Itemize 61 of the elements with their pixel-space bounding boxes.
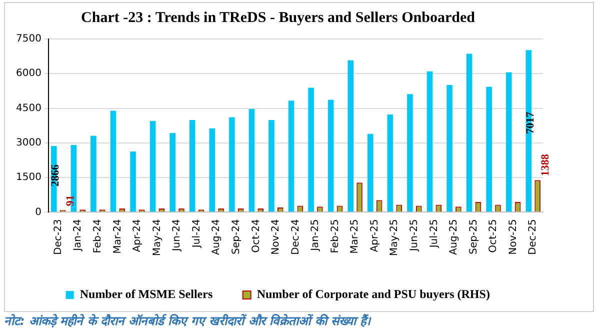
x-tick-label: Sep-24 [230,219,242,254]
x-tick-label: Nov-25 [508,219,519,255]
y-tick-label: 4500 [16,102,42,114]
legend-label: Number of MSME Sellers [80,287,213,302]
bar [150,120,156,212]
text: नोट: आंकड़े महीने के दौरान ऑनबोर्ड किए गए खरीदारों और विक्रेताओं की संख्या हैं। [4,313,372,329]
data-label: 1388 [539,154,552,176]
data-label: 2866 [50,164,62,187]
bar [229,117,235,212]
data-label: 7017 [524,111,536,134]
bar [110,110,116,212]
y-tick-label: 0 [35,206,42,218]
x-tick-label: Aug-25 [448,219,460,256]
bar [446,84,452,212]
x-tick-label: Oct-25 [488,219,500,253]
bar [486,86,492,212]
x-tick-label: Apr-25 [369,219,380,252]
bar [130,151,136,212]
bar [170,132,176,212]
x-tick-label: Dec-24 [290,219,302,255]
x-tick-label: Aug-24 [211,219,222,256]
bar [407,94,413,212]
x-tick-label: Apr-24 [132,219,144,252]
legend-label: Number of Corporate and PSU buyers (RHS) [256,287,490,302]
x-tick-label: May-24 [152,219,163,256]
x-tick-label: Mar-24 [112,219,124,254]
chart-title: Chart -23 : Trends in TReDS - Buyers and Sellers Onboarded [81,10,476,26]
x-tick-label: Feb-24 [92,219,104,254]
bar [466,54,472,212]
bar [348,60,354,212]
x-tick-label: May-25 [389,219,400,256]
bar [90,136,96,212]
x-tick-label: Jun-25 [409,219,420,252]
y-tick-label: 1500 [16,172,42,184]
x-tick-label: Dec-25 [528,219,539,255]
bar [387,114,394,212]
x-tick-label: Jan-24 [72,219,84,252]
x-tick-label: Dec-23 [52,219,64,255]
x-tick-label: Jul-24 [191,219,202,249]
bar [248,108,255,212]
data-label: 91 [64,195,77,206]
bar [308,88,314,212]
bar [288,100,294,212]
bar [268,120,274,212]
bar [506,72,512,212]
x-tick-label: Feb-25 [330,219,341,254]
x-tick-label: Jan-25 [310,219,322,252]
bar [426,71,433,212]
x-tick-label: Jul-25 [428,219,440,249]
x-tick-label: Jun-24 [172,219,183,252]
bar [189,120,196,212]
x-tick-label: Sep-25 [468,219,480,254]
x-tick-label: Oct-24 [250,219,262,253]
bar [209,128,216,212]
y-tick-label: 3000 [16,137,42,148]
bar [368,134,374,212]
y-tick-label: 7500 [16,34,42,45]
x-tick-label: Nov-24 [270,219,282,255]
x-tick-label: Mar-25 [350,219,361,254]
bar [328,100,334,212]
y-tick-label: 6000 [16,68,42,80]
